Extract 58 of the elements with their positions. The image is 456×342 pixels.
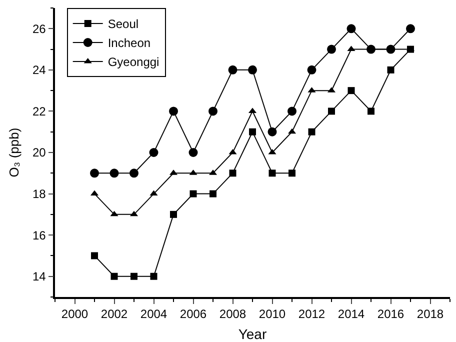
point — [406, 24, 415, 34]
y-tick-label: 22 — [32, 104, 46, 118]
point — [110, 272, 118, 280]
point — [150, 190, 158, 196]
y-tick-label: 24 — [32, 63, 46, 78]
point — [188, 148, 198, 157]
point — [307, 65, 316, 74]
point — [149, 148, 158, 157]
y-axis-title: O₃ (ppb) — [6, 128, 22, 178]
point — [170, 210, 177, 218]
point — [288, 170, 296, 177]
y-tick-label: 26 — [32, 22, 46, 36]
point — [328, 108, 335, 115]
x-tick-label: 2012 — [298, 307, 326, 322]
point — [150, 272, 158, 280]
x-tick-label: 2006 — [180, 307, 207, 322]
point — [327, 44, 336, 54]
x-tick-label: 2002 — [100, 307, 128, 322]
point — [268, 170, 276, 177]
x-tick-label: 2014 — [338, 307, 365, 322]
point — [130, 168, 138, 178]
point — [110, 168, 119, 178]
legend-label: Gyeonggi — [108, 55, 160, 70]
point — [91, 252, 98, 260]
point — [248, 65, 257, 74]
point — [347, 46, 356, 52]
point — [386, 44, 396, 54]
x-tick-label: 2016 — [377, 307, 404, 322]
point — [208, 106, 218, 116]
point — [308, 128, 316, 136]
y-tick-label: 18 — [32, 186, 46, 201]
point — [90, 168, 99, 178]
x-tick-label: 2000 — [61, 307, 88, 322]
point — [190, 190, 197, 198]
y-tick-label: 16 — [32, 228, 46, 242]
point — [229, 170, 236, 177]
legend-label: Incheon — [108, 36, 151, 50]
point — [346, 24, 356, 34]
point — [110, 210, 118, 216]
x-tick-label: 2008 — [219, 307, 246, 322]
x-tick-label: 2018 — [416, 307, 444, 322]
point — [348, 87, 355, 94]
y-tick-label: 20 — [32, 146, 46, 160]
x-axis-title: Year — [238, 326, 267, 342]
point — [228, 65, 238, 74]
x-tick-label: 2010 — [258, 307, 286, 322]
point — [288, 106, 296, 116]
point — [387, 66, 394, 74]
point — [169, 106, 178, 116]
point — [366, 44, 376, 54]
point — [130, 272, 138, 280]
point — [368, 108, 374, 115]
legend-label: Seoul — [108, 17, 139, 32]
point — [210, 190, 216, 198]
point — [268, 127, 277, 136]
x-tick-label: 2004 — [140, 307, 168, 322]
point — [249, 128, 256, 136]
y-tick-label: 14 — [32, 270, 46, 284]
